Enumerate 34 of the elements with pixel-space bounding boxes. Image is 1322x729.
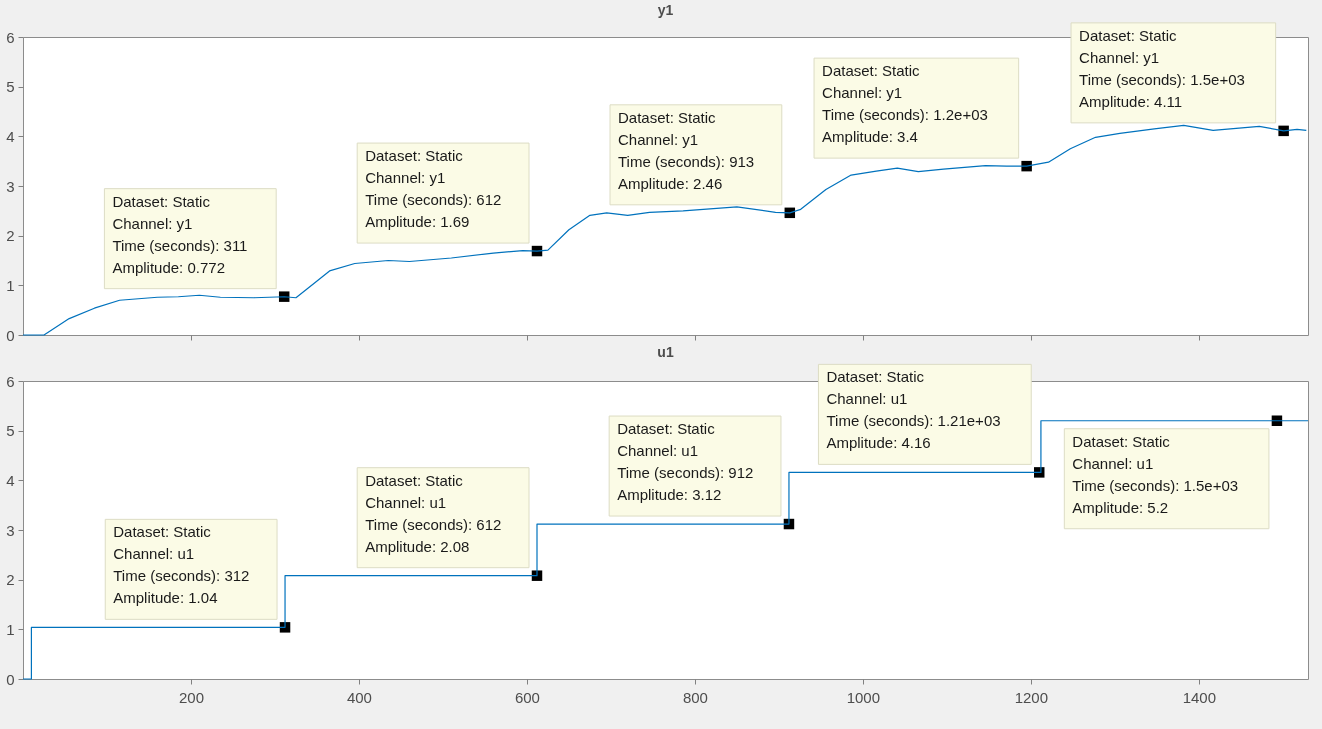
- y-tick-label: 6: [6, 28, 15, 46]
- y-tick-label: 5: [6, 78, 15, 96]
- x-tick-label: 200: [178, 688, 204, 706]
- y-tick-label: 0: [6, 670, 15, 688]
- y-tick-label: 6: [6, 372, 15, 390]
- annotation: Dataset: Static Channel: u1 Time (seconds): 312 Amplitude: 1.04: [113, 523, 250, 607]
- chart-title: y1: [657, 2, 674, 19]
- x-tick-label: 400: [346, 688, 372, 706]
- annotation: Dataset: Static Channel: u1 Time (seconds): 1.5e+03 Amplitude: 5.2: [1072, 432, 1239, 516]
- chart-title: u1: [657, 343, 674, 360]
- annotation: Dataset: Static Channel: y1 Time (seconds): 1.2e+03 Amplitude: 3.4: [822, 62, 988, 146]
- x-tick-label: 1200: [1014, 688, 1049, 706]
- annotation: Dataset: Static Channel: y1 Time (seconds): 311 Amplitude: 0.772: [112, 192, 248, 276]
- annotation: Dataset: Static Channel: u1 Time (seconds): 912 Amplitude: 3.12: [617, 420, 754, 504]
- y-tick-label: 4: [6, 471, 15, 489]
- y-tick-label: 3: [6, 177, 15, 195]
- x-tick-label: 1400: [1182, 688, 1216, 706]
- y-tick-label: 4: [6, 127, 15, 145]
- x-tick-label: 800: [682, 688, 708, 706]
- y-tick-label: 2: [6, 227, 15, 245]
- annotation: Dataset: Static Channel: y1 Time (seconds): 1.5e+03 Amplitude: 4.11: [1079, 26, 1245, 110]
- line-series: [22, 124, 1307, 336]
- y-tick-label: 1: [6, 276, 15, 294]
- annotation: Dataset: Static Channel: y1 Time (seconds): 913 Amplitude: 2.46: [618, 108, 755, 192]
- annotation: Dataset: Static Channel: u1 Time (seconds): 612 Amplitude: 2.08: [365, 471, 502, 555]
- x-tick-label: 1000: [846, 688, 881, 706]
- annotation: Dataset: Static Channel: y1 Time (seconds): 612 Amplitude: 1.69: [365, 147, 502, 231]
- annotation: Dataset: Static Channel: u1 Time (seconds): 1.21e+03 Amplitude: 4.16: [826, 368, 1001, 452]
- y-tick-label: 1: [6, 620, 15, 638]
- y-tick-label: 0: [6, 326, 15, 344]
- y-tick-label: 2: [6, 571, 15, 589]
- x-tick-label: 600: [514, 688, 540, 706]
- y-tick-label: 3: [6, 521, 15, 539]
- y-tick-label: 5: [6, 422, 15, 440]
